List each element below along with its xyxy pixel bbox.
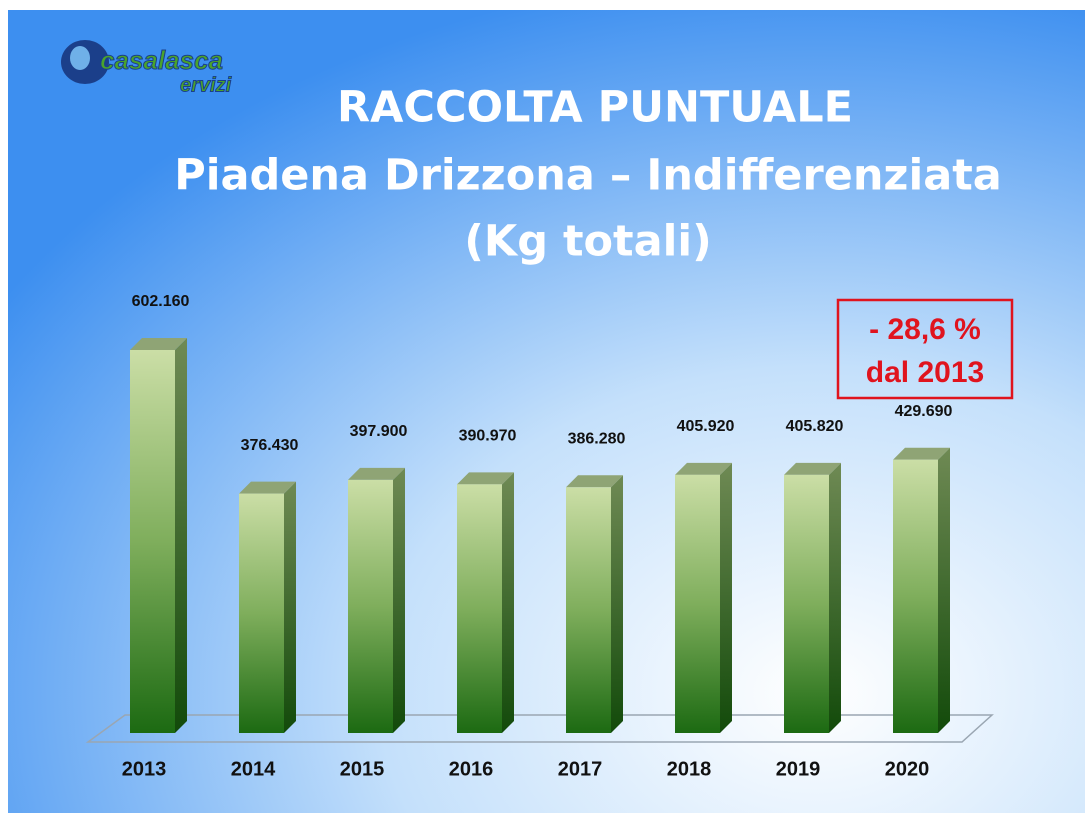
data-label: 397.900 <box>350 423 408 440</box>
bar-front <box>893 459 938 733</box>
bar-side <box>829 462 841 733</box>
bar-front <box>348 479 393 733</box>
bar <box>675 462 732 733</box>
data-label: 405.820 <box>786 418 844 435</box>
data-label: 602.160 <box>132 293 190 310</box>
x-tick-label: 2019 <box>776 758 821 780</box>
bar-front <box>239 493 284 733</box>
annotation: - 28,6 % <box>869 313 981 346</box>
bar-front <box>130 350 175 733</box>
bar-top <box>566 475 623 488</box>
chart-subtitle: Piadena Drizzona – Indifferenziata <box>174 151 1002 201</box>
bar <box>239 481 296 733</box>
bar-side <box>284 481 296 733</box>
bar-front <box>675 474 720 733</box>
bar-side <box>938 447 950 733</box>
bar <box>348 467 405 733</box>
x-tick-label: 2014 <box>231 758 276 780</box>
bar-top <box>675 462 732 475</box>
bar-top <box>130 338 187 350</box>
bar <box>784 462 841 733</box>
bar <box>130 338 187 733</box>
bar-front <box>566 487 611 733</box>
data-label: 390.970 <box>459 428 517 445</box>
data-label: 405.920 <box>677 418 735 435</box>
x-tick-label: 2015 <box>340 758 385 780</box>
bar-top <box>239 481 296 494</box>
data-label: 376.430 <box>241 437 299 454</box>
data-label: 386.280 <box>568 431 626 448</box>
x-tick-label: 2016 <box>449 758 494 780</box>
bar <box>566 475 623 733</box>
bar <box>457 472 514 733</box>
bar-side <box>720 462 732 733</box>
bar-side <box>611 475 623 733</box>
bar-top <box>893 447 950 460</box>
bar-front <box>457 484 502 733</box>
bar-side <box>393 467 405 733</box>
chart-title: RACCOLTA PUNTUALE <box>337 83 853 133</box>
logo: casalasca ervizi <box>61 40 232 97</box>
x-tick-label: 2020 <box>885 758 930 780</box>
data-label: 429.690 <box>895 403 953 420</box>
annotation: dal 2013 <box>866 356 984 389</box>
bar-top <box>348 467 405 480</box>
bar <box>893 447 950 733</box>
x-tick-label: 2013 <box>122 758 167 780</box>
annotation-box <box>836 298 1014 400</box>
chart-subtitle: (Kg totali) <box>464 217 712 267</box>
bar-top <box>457 472 514 485</box>
logo-text: casalasca <box>100 45 223 75</box>
bar-side <box>502 472 514 733</box>
bar-top <box>784 462 841 475</box>
x-tick-label: 2018 <box>667 758 712 780</box>
bar-side <box>175 338 187 733</box>
bar-front <box>784 474 829 733</box>
logo-text: ervizi <box>180 74 232 96</box>
x-tick-label: 2017 <box>558 758 603 780</box>
